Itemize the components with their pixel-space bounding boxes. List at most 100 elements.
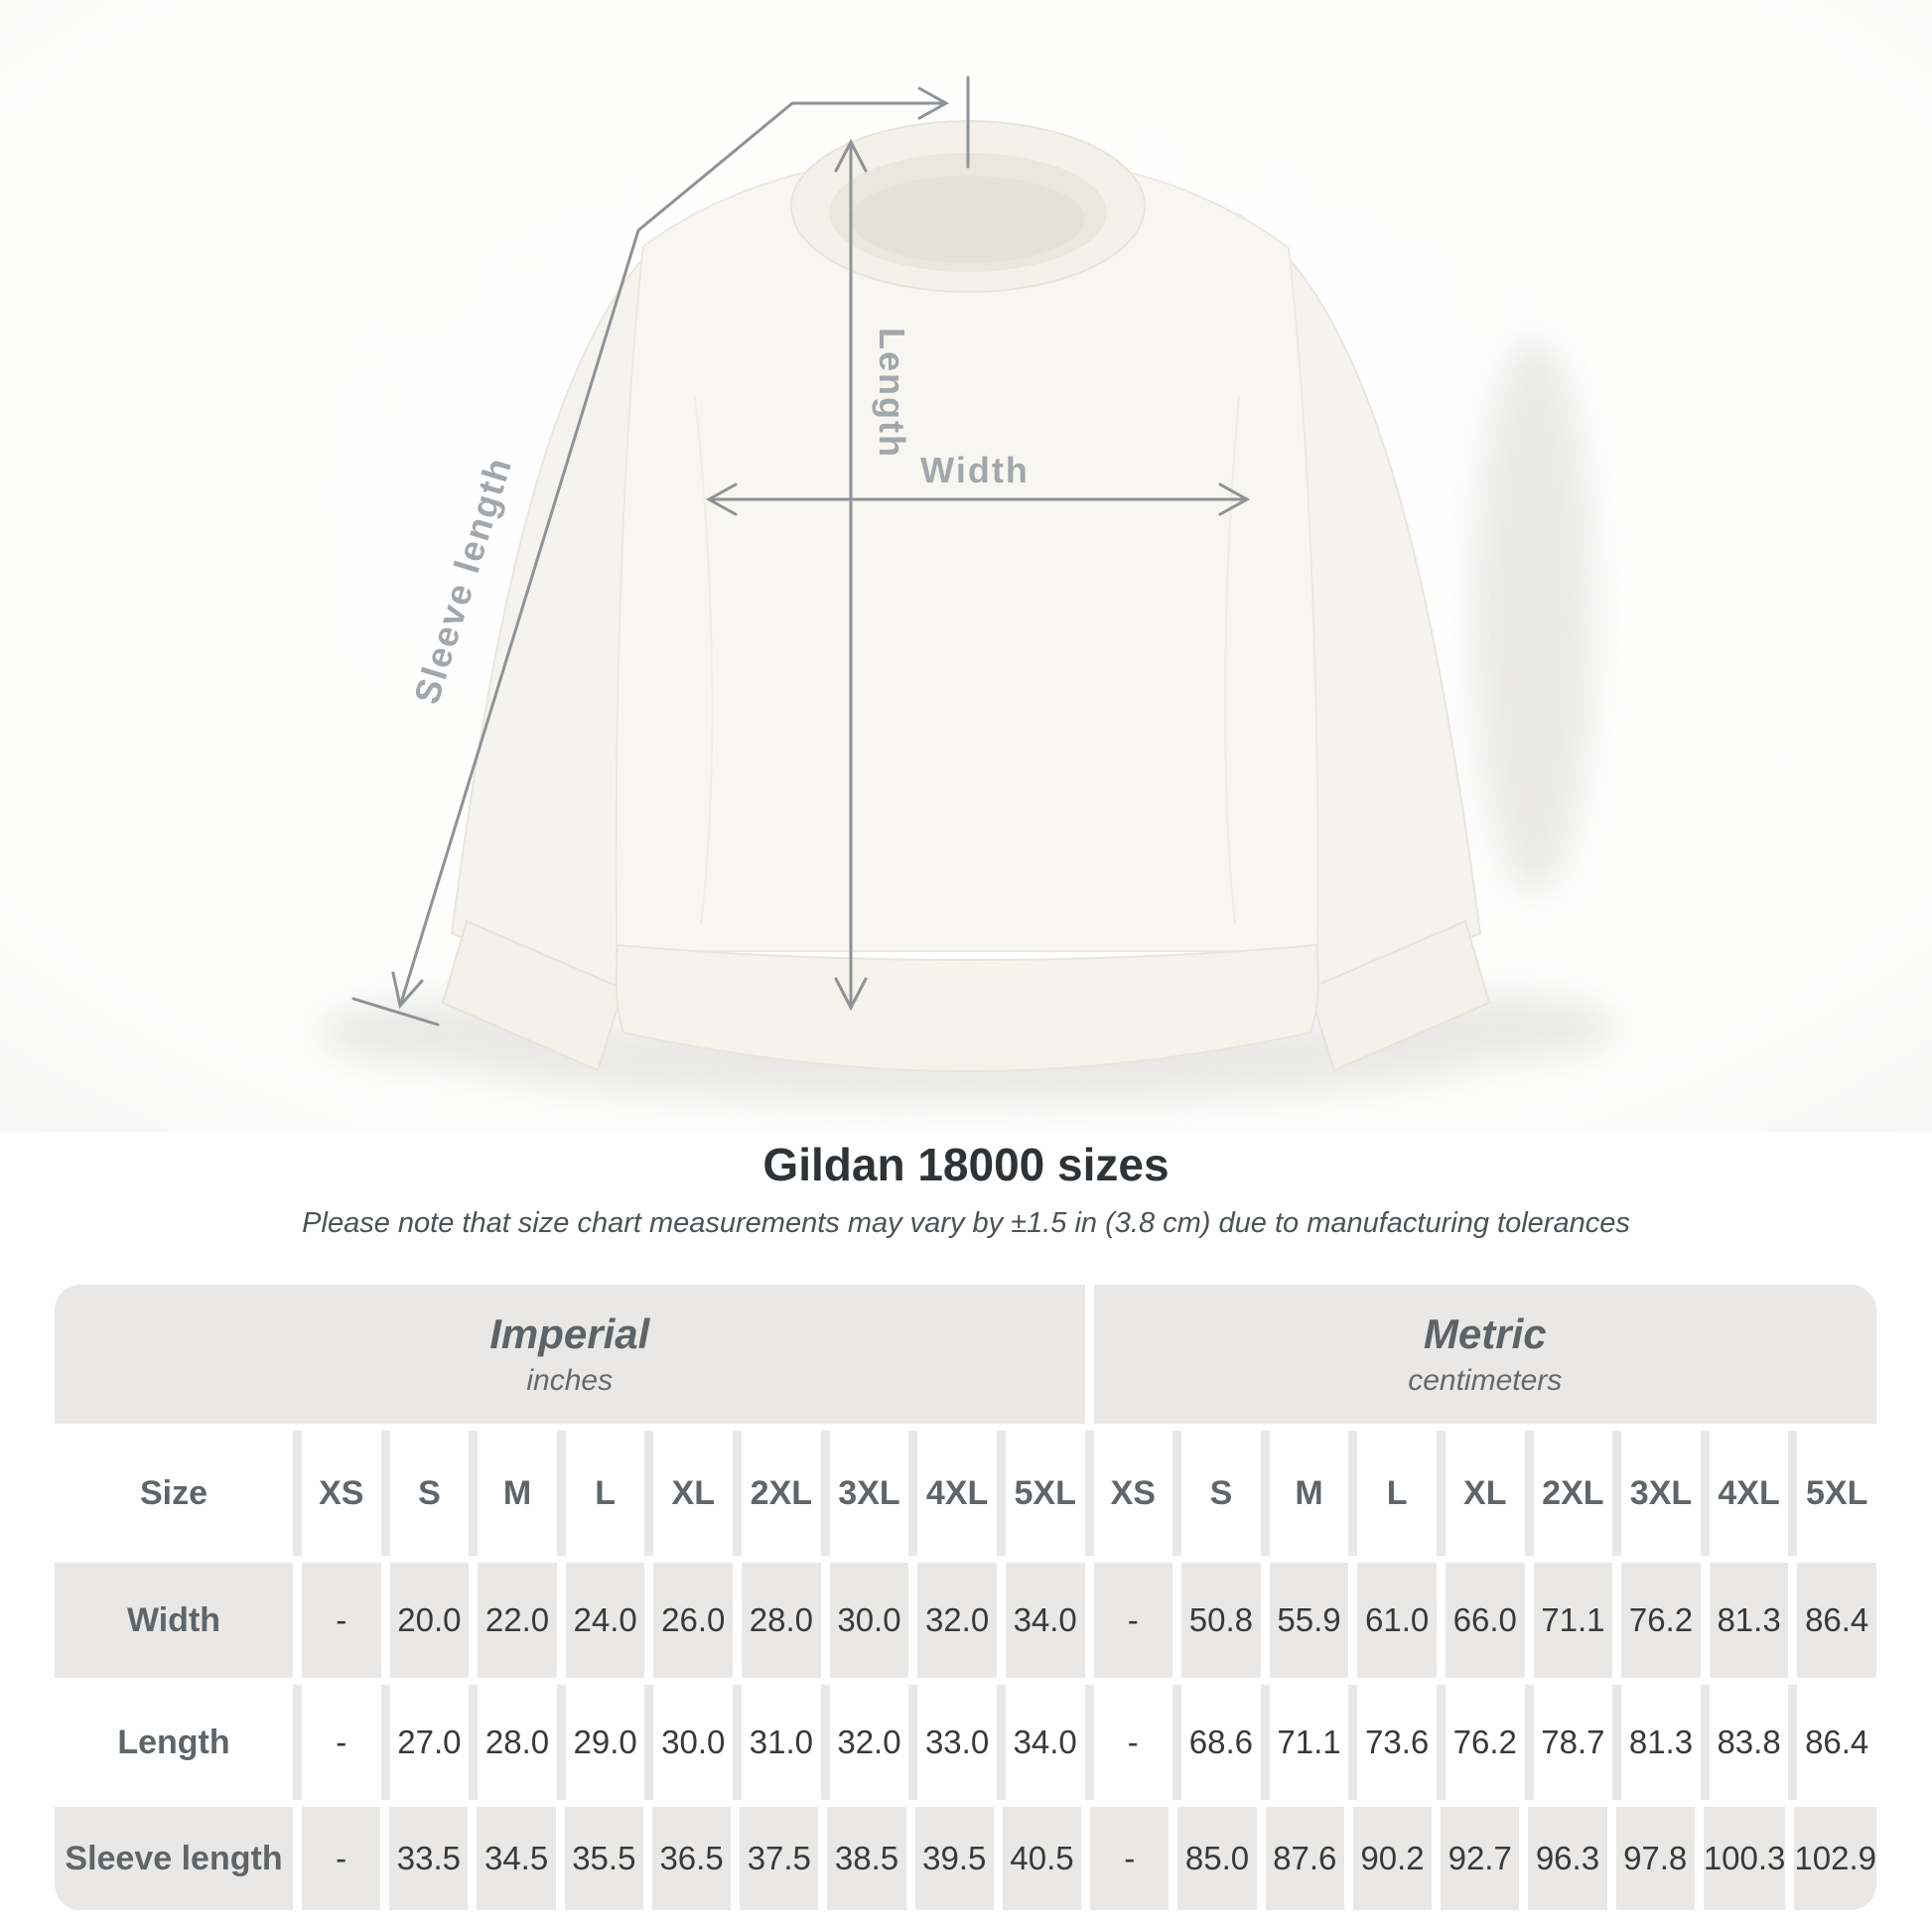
column-header: XS [302,1431,381,1556]
table-cell: 102.9 [1794,1807,1876,1910]
table-cell: 66.0 [1445,1563,1525,1678]
table-cell: 96.3 [1528,1807,1607,1910]
table-cell: 33.0 [917,1685,997,1800]
imperial-label: Imperial [489,1311,650,1357]
table-cell: 28.0 [742,1563,821,1678]
table-cell: 26.0 [653,1563,734,1678]
unit-group-band: Imperial inches Metric centimeters [55,1285,1876,1424]
column-header: L [1357,1431,1437,1556]
width-arrow [705,483,1251,516]
right-cuff [1308,920,1490,1071]
column-header: 5XL [1797,1431,1876,1556]
row-label: Sleeve length [55,1807,293,1910]
table-cell: 30.0 [829,1563,909,1678]
table-cell: 78.7 [1533,1685,1613,1800]
table-cell: 61.0 [1357,1563,1437,1678]
table-cell: 27.0 [389,1685,470,1800]
table-cell: 71.1 [1269,1685,1349,1800]
table-cell: - [1090,1807,1170,1910]
row-label: Width [55,1563,293,1678]
table-cell: 31.0 [742,1685,821,1800]
table-cell: 38.5 [827,1807,906,1910]
metric-unit: centimeters [1408,1364,1563,1397]
table-cell: 28.0 [478,1685,557,1800]
table-cell: 29.0 [565,1685,645,1800]
table-cell: 39.5 [914,1807,994,1910]
sweatshirt-illustration [442,120,1490,1072]
collar-shadow [851,176,1085,263]
fold-line-left [694,396,714,924]
table-cell: 32.0 [917,1563,997,1678]
column-header: M [1269,1431,1349,1556]
imperial-unit: inches [526,1364,614,1397]
table-row-sleeve-length: Sleeve length - 33.5 34.5 35.5 36.5 37.5… [55,1807,1876,1910]
table-cell: 33.5 [389,1807,469,1910]
left-cuff [442,920,624,1071]
table-row-length: Length - 27.0 28.0 29.0 30.0 31.0 32.0 3… [55,1685,1876,1800]
column-header: XL [653,1431,734,1556]
column-header: S [389,1431,470,1556]
table-cell: 55.9 [1269,1563,1349,1678]
table-cell: 20.0 [389,1563,470,1678]
metric-group-header: Metric centimeters [1093,1285,1876,1424]
table-cell: 76.2 [1621,1563,1701,1678]
sleeve-length-arrow [351,75,970,1027]
table-cell: - [302,1685,381,1800]
table-cell: 86.4 [1797,1685,1876,1800]
table-cell: 85.0 [1177,1807,1257,1910]
column-header: XS [1093,1431,1173,1556]
column-header: 3XL [1621,1431,1701,1556]
column-header: 2XL [1533,1431,1613,1556]
hem-band [615,943,1319,1072]
table-cell: 68.6 [1181,1685,1261,1800]
table-cell: - [302,1807,381,1910]
table-cell: - [1093,1685,1173,1800]
table-cell: 37.5 [740,1807,819,1910]
fold-line-right [1223,396,1240,924]
table-cell: 34.0 [1005,1685,1085,1800]
column-header: 4XL [1709,1431,1789,1556]
column-header: L [565,1431,645,1556]
column-header: 2XL [742,1431,821,1556]
column-header: 3XL [829,1431,909,1556]
size-table: Imperial inches Metric centimeters Size … [55,1285,1876,1910]
length-arrow [834,138,868,1012]
table-cell: 81.3 [1621,1685,1701,1800]
table-cell: 30.0 [653,1685,734,1800]
table-cell: 34.0 [1005,1563,1085,1678]
table-cell: 76.2 [1445,1685,1525,1800]
table-cell: 81.3 [1709,1563,1789,1678]
table-cell: 71.1 [1533,1563,1613,1678]
table-cell: - [302,1563,381,1678]
table-cell: 35.5 [564,1807,643,1910]
width-label: Width [920,450,1030,490]
corner-header-size: Size [55,1431,293,1556]
column-header: 4XL [917,1431,997,1556]
table-cell: 86.4 [1797,1563,1876,1678]
column-header: M [478,1431,557,1556]
column-header: S [1181,1431,1261,1556]
table-row-width: Width - 20.0 22.0 24.0 26.0 28.0 30.0 32… [55,1563,1876,1678]
table-cell: 40.5 [1002,1807,1082,1910]
length-label: Length [872,328,912,459]
tolerance-note: Please note that size chart measurements… [302,1207,1630,1239]
page-title: Gildan 18000 sizes [762,1139,1170,1190]
table-cell: 83.8 [1709,1685,1789,1800]
column-header: 5XL [1005,1431,1085,1556]
table-cell: 100.3 [1703,1807,1786,1910]
measurement-lines [351,75,1251,1027]
table-cell: 50.8 [1181,1563,1261,1678]
table-cell: 73.6 [1357,1685,1437,1800]
table-cell: 87.6 [1265,1807,1344,1910]
table-cell: 34.5 [477,1807,556,1910]
table-cell: 90.2 [1352,1807,1433,1910]
column-header-row: Size XS S M L XL 2XL 3XL 4XL 5XL XS S M … [55,1431,1876,1556]
imperial-group-header: Imperial inches [55,1285,1085,1424]
column-header: XL [1445,1431,1525,1556]
table-cell: 24.0 [565,1563,645,1678]
metric-label: Metric [1423,1311,1547,1357]
row-label: Length [55,1685,293,1800]
table-cell: 32.0 [829,1685,909,1800]
table-cell: 36.5 [651,1807,732,1910]
